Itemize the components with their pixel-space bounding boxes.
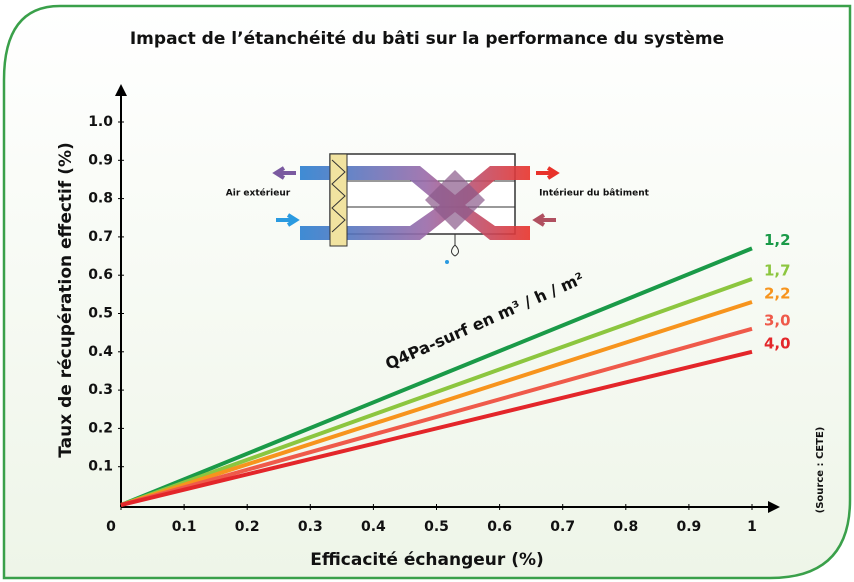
x-tick-label: 0.7	[550, 519, 575, 535]
y-arrow	[115, 84, 127, 96]
x-tick-label: 0	[106, 519, 116, 535]
x-tick-label: 0.3	[298, 519, 323, 535]
x-axis-label: Efficacité échangeur (%)	[310, 550, 544, 570]
y-tick-label: 1.0	[88, 114, 113, 130]
x-arrow	[768, 501, 780, 513]
y-tick-label: 0.4	[88, 344, 113, 360]
series-line	[120, 349, 753, 507]
x-tick-label: 0.2	[235, 519, 260, 535]
source: (Source : CETE)	[815, 427, 826, 514]
series-line	[120, 300, 753, 507]
y-tick-label: 0.7	[88, 229, 113, 245]
series-label: 2,2	[764, 285, 791, 303]
y-axis-label: Taux de récupération effectif (%)	[56, 142, 76, 458]
x-tick-label: 0.4	[361, 519, 386, 535]
series-label: 1,2	[764, 231, 791, 249]
y-tick-label: 0.1	[88, 459, 113, 475]
series-label: 1,7	[764, 262, 791, 280]
chart-title: Impact de l’étanchéité du bâti sur la pe…	[130, 29, 724, 49]
series-line	[120, 246, 753, 507]
diagram	[272, 153, 560, 264]
y-tick-label: 0.8	[88, 191, 113, 207]
x-tick-label: 0.9	[676, 519, 701, 535]
frame	[2, 4, 852, 580]
x-tick-label: 1	[747, 519, 757, 535]
x-tick-label: 0.6	[487, 519, 512, 535]
y-tick-label: 0.9	[88, 152, 113, 168]
series-label: 3,0	[764, 311, 791, 329]
y-tick-label: 0.6	[88, 267, 113, 283]
x-tick-label: 0.8	[613, 519, 638, 535]
series-line	[120, 277, 753, 507]
x-tick-label: 0.5	[424, 519, 449, 535]
diagram-label: Intérieur du bâtiment	[539, 188, 650, 199]
y-tick-label: 0.3	[88, 382, 113, 398]
series-line	[120, 326, 753, 507]
series-label: 4,0	[764, 334, 791, 352]
diagram-label: Air extérieur	[226, 188, 291, 199]
x-tick-label: 0.1	[172, 519, 197, 535]
y-tick-label: 0.2	[88, 420, 113, 436]
y-tick-label: 0.5	[88, 306, 113, 322]
